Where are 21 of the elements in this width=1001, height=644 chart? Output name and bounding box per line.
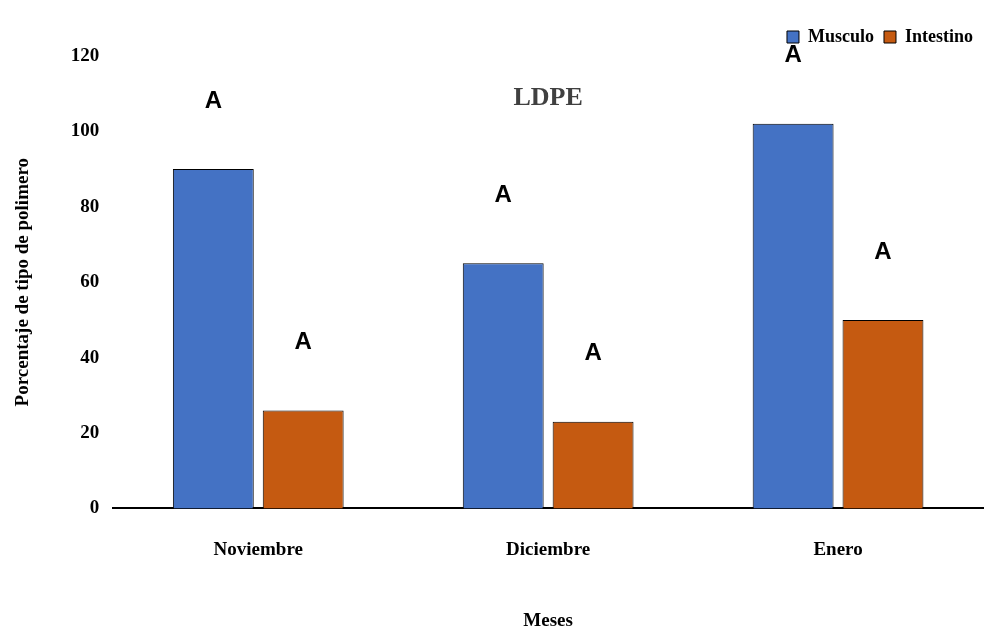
annotation: A: [294, 327, 312, 355]
y-tick-label: 100: [70, 119, 100, 141]
y-tick-label: 60: [80, 270, 100, 292]
x-tick-label: Noviembre: [213, 537, 303, 559]
x-axis-title: Meses: [523, 608, 573, 630]
annotation: A: [584, 338, 602, 366]
y-tick-label: 120: [70, 43, 100, 65]
legend-label: Intestino: [904, 25, 974, 46]
annotation: A: [784, 40, 802, 68]
y-tick-label: 40: [80, 345, 100, 367]
y-tick-label: 20: [80, 420, 100, 442]
y-tick-label: 0: [89, 496, 100, 518]
annotation: A: [494, 179, 512, 207]
y-tick-label: 80: [80, 194, 100, 216]
x-tick-label: Enero: [813, 537, 863, 559]
annotation: A: [874, 236, 892, 264]
annotation: A: [204, 85, 222, 113]
y-axis-title: Porcentaje de tipo de polimero: [11, 158, 33, 407]
x-tick-label: Diciembre: [506, 537, 591, 559]
text: LDPE: [513, 81, 583, 111]
legend-label: Musculo: [807, 25, 874, 46]
